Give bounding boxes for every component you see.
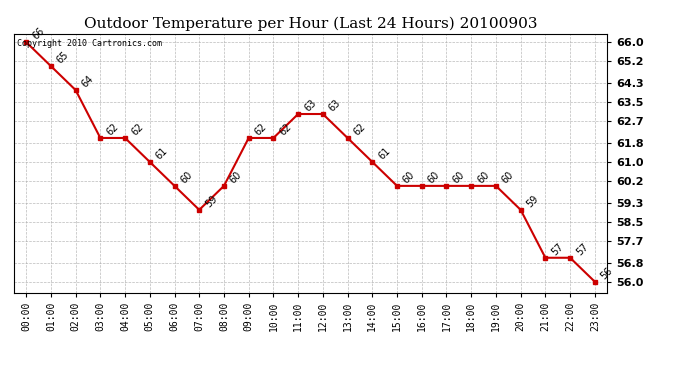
Text: 61: 61 <box>154 146 170 161</box>
Text: Copyright 2010 Cartronics.com: Copyright 2010 Cartronics.com <box>17 39 161 48</box>
Text: 62: 62 <box>129 122 145 137</box>
Text: 60: 60 <box>228 170 244 185</box>
Text: 63: 63 <box>327 98 343 113</box>
Title: Outdoor Temperature per Hour (Last 24 Hours) 20100903: Outdoor Temperature per Hour (Last 24 Ho… <box>83 17 538 31</box>
Text: 60: 60 <box>451 170 466 185</box>
Text: 61: 61 <box>377 146 392 161</box>
Text: 62: 62 <box>253 122 268 137</box>
Text: 60: 60 <box>426 170 442 185</box>
Text: 59: 59 <box>204 193 219 209</box>
Text: 56: 56 <box>599 265 615 281</box>
Text: 60: 60 <box>475 170 491 185</box>
Text: 62: 62 <box>352 122 368 137</box>
Text: 63: 63 <box>302 98 318 113</box>
Text: 65: 65 <box>55 50 71 65</box>
Text: 60: 60 <box>500 170 516 185</box>
Text: 59: 59 <box>525 193 541 209</box>
Text: 60: 60 <box>179 170 195 185</box>
Text: 57: 57 <box>549 241 566 257</box>
Text: 66: 66 <box>30 26 46 41</box>
Text: 62: 62 <box>104 122 120 137</box>
Text: 57: 57 <box>574 241 590 257</box>
Text: 62: 62 <box>277 122 293 137</box>
Text: 64: 64 <box>80 74 95 89</box>
Text: 60: 60 <box>401 170 417 185</box>
